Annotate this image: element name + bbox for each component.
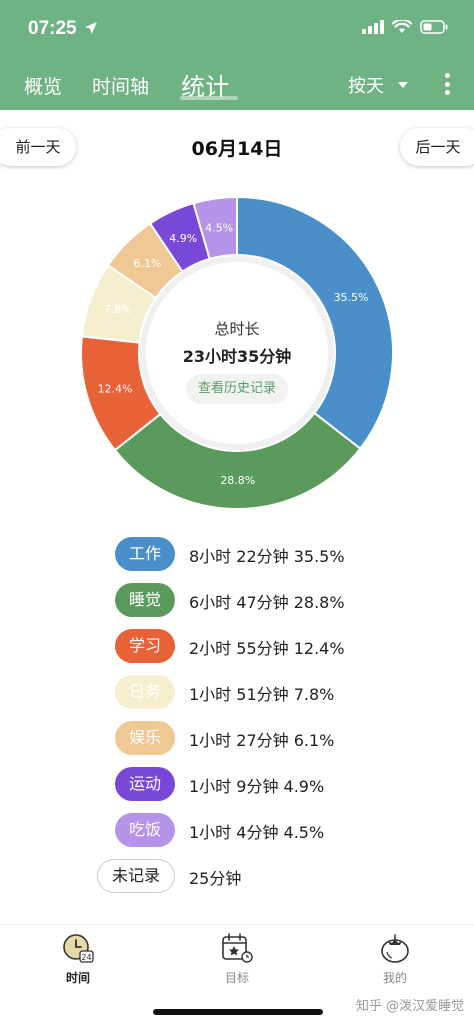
wifi-icon (392, 20, 412, 33)
prev-day-button[interactable]: 前一天 (0, 128, 76, 166)
signal-icon (362, 20, 384, 34)
next-day-button[interactable]: 后一天 (400, 128, 474, 166)
clock-24-icon: 24 (63, 934, 94, 963)
donut-slice-label-5: 4.9% (169, 232, 197, 245)
donut-slice-0[interactable] (236, 195, 394, 451)
bottom-tab-time[interactable]: 24 时间 (38, 931, 118, 986)
legend-value: 1小时 51分钟 7.8% (189, 685, 335, 704)
donut-slice-label-0: 35.5% (334, 291, 369, 304)
legend-row[interactable]: 睡觉 6小时 47分钟 28.8% (0, 580, 474, 620)
donut-slice-label-1: 28.8% (220, 474, 255, 487)
view-history-button[interactable]: 查看历史记录 (186, 374, 288, 404)
watermark: 知乎 @泼汉爱睡觉 (356, 999, 465, 1014)
legend-row[interactable]: 未记录 25分钟 (0, 856, 474, 896)
legend-value: 1小时 4分钟 4.5% (189, 823, 325, 842)
donut-slice-label-6: 4.5% (205, 221, 233, 234)
bottom-tab-label: 我的 (382, 971, 407, 985)
donut-slice-label-2: 12.4% (98, 382, 133, 395)
legend-value: 1小时 9分钟 4.9% (189, 777, 325, 796)
legend-value: 8小时 22分钟 35.5% (189, 547, 345, 566)
chevron-down-icon[interactable] (398, 82, 408, 88)
tomato-icon (381, 934, 409, 963)
tab-overview[interactable]: 概览 (24, 76, 63, 98)
calendar-target-icon (222, 933, 253, 963)
tab-statistics[interactable]: 统计 (181, 73, 229, 101)
donut-slice-1[interactable] (113, 411, 362, 510)
legend-value: 25分钟 (189, 869, 242, 888)
bottom-tab-profile[interactable]: 我的 (355, 931, 435, 986)
category-pill-daily-tasks[interactable]: 日务 (115, 675, 175, 709)
app-header: 07:25 概览 时间轴 统计 (0, 0, 474, 110)
svg-text:24: 24 (81, 953, 91, 962)
legend-row[interactable]: 工作 8小时 22分钟 35.5% (0, 534, 474, 574)
active-tab-indicator (180, 96, 238, 100)
category-pill-unrecorded[interactable]: 未记录 (97, 859, 175, 893)
battery-icon (420, 20, 448, 34)
status-icons (362, 20, 448, 34)
top-nav: 概览 时间轴 统计 按天 (0, 62, 474, 106)
category-pill-sleep[interactable]: 睡觉 (115, 583, 175, 617)
bottom-tab-goals[interactable]: 目标 (197, 931, 277, 986)
donut-slice-label-3: 7.8% (104, 303, 132, 316)
legend-row[interactable]: 吃饭 1小时 4分钟 4.5% (0, 810, 474, 850)
legend-row[interactable]: 学习 2小时 55分钟 12.4% (0, 626, 474, 666)
total-duration-value: 23小时35分钟 (182, 347, 292, 366)
category-pill-exercise[interactable]: 运动 (115, 767, 175, 801)
bottom-tab-bar: 24 时间 目标 我的 (0, 924, 474, 1025)
legend-value: 1小时 27分钟 6.1% (189, 731, 335, 750)
donut-slice-6[interactable] (192, 195, 238, 261)
legend-value: 2小时 55分钟 12.4% (189, 639, 345, 658)
category-pill-work[interactable]: 工作 (115, 537, 175, 571)
legend-value: 6小时 47分钟 28.8% (189, 593, 345, 612)
bottom-tab-label: 目标 (224, 971, 249, 985)
legend-row[interactable]: 日务 1小时 51分钟 7.8% (0, 672, 474, 712)
home-indicator (153, 1009, 323, 1015)
status-bar: 07:25 (0, 0, 474, 60)
total-duration-label: 总时长 (214, 320, 260, 338)
location-arrow-icon (85, 22, 97, 34)
legend-row[interactable]: 运动 1小时 9分钟 4.9% (0, 764, 474, 804)
category-pill-entertainment[interactable]: 娱乐 (115, 721, 175, 755)
category-pill-eating[interactable]: 吃饭 (115, 813, 175, 847)
legend-row[interactable]: 娱乐 1小时 27分钟 6.1% (0, 718, 474, 758)
current-date: 06月14日 (191, 138, 283, 160)
tab-timeline[interactable]: 时间轴 (92, 76, 150, 98)
bottom-tab-label: 时间 (65, 971, 90, 985)
status-time: 07:25 (28, 18, 77, 39)
more-menu-icon[interactable] (440, 70, 454, 98)
donut-slice-label-4: 6.1% (134, 257, 162, 270)
range-dropdown[interactable]: 按天 (348, 76, 384, 97)
category-pill-study[interactable]: 学习 (115, 629, 175, 663)
